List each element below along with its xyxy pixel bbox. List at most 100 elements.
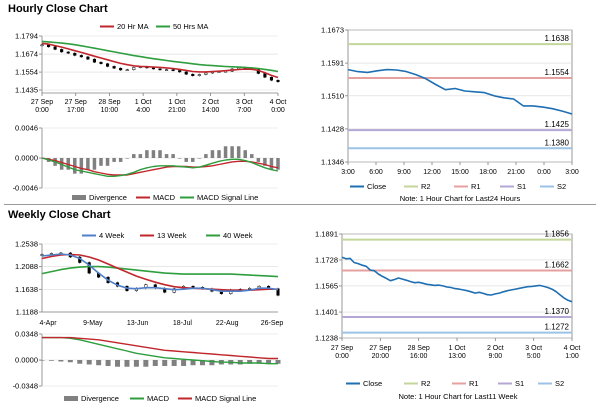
divergence-bar: [199, 360, 205, 366]
divergence-bar: [263, 158, 267, 166]
divergence-bar: [151, 150, 156, 158]
x-tick-label: 13-Jun: [127, 320, 149, 327]
price-candle: [184, 71, 188, 75]
weekly-section-title: Weekly Close Chart: [8, 209, 111, 221]
divergence-bar: [92, 158, 97, 170]
divergence-bar: [132, 154, 136, 158]
price-candle: [158, 68, 162, 71]
divergence-bar: [275, 360, 281, 364]
pivot-s1-label: 1.1370: [545, 307, 570, 316]
x-tick-label: 13:00: [448, 353, 466, 360]
price-candle: [178, 70, 182, 73]
pivot-r2-label: 1.1638: [545, 34, 570, 43]
ma-4w-line: [41, 253, 279, 293]
x-tick-label: 12:00: [423, 169, 441, 176]
price-candle: [79, 55, 83, 58]
divergence-bar: [164, 154, 169, 158]
legend-40-week: 40 Week: [223, 231, 253, 240]
legend-macd-signal: MACD Signal Line: [195, 394, 256, 403]
divergence-bar: [67, 360, 73, 363]
x-tick-label: 9-May: [83, 320, 103, 327]
weekly-candle: [191, 285, 195, 288]
y-tick-label: 1.1794: [15, 32, 38, 41]
x-tick-label: 21:00: [507, 169, 525, 176]
price-candle: [263, 73, 267, 78]
divergence-bar: [145, 150, 149, 158]
divergence-bar: [217, 150, 221, 158]
price-candle: [47, 44, 51, 48]
x-tick-label: 4 Oct: [564, 345, 581, 352]
y-tick-label: 0.0000: [15, 154, 38, 163]
price-candle: [197, 74, 201, 76]
divergence-bar: [197, 158, 202, 159]
divergence-bar: [171, 154, 175, 158]
x-tick-label: 9:00: [397, 169, 411, 176]
legend-s1: S1: [515, 379, 524, 388]
price-candle: [53, 46, 57, 50]
price-candle: [119, 67, 123, 71]
x-tick-label: 26-Sep: [261, 320, 284, 327]
x-tick-label: 14:00: [202, 107, 220, 114]
y-tick-label: 1.1565: [315, 281, 338, 290]
legend-20hr-ma: 20 Hr MA: [117, 22, 149, 31]
x-tick-label: 16:00: [410, 353, 428, 360]
divergence-bar: [58, 360, 64, 362]
y-tick-label: -0.0046: [13, 184, 38, 193]
x-tick-label: 2 Oct: [487, 345, 504, 352]
divergence-bar: [77, 360, 83, 364]
y-tick-label: 1.1674: [15, 50, 38, 59]
x-tick-label: 3:00: [341, 169, 355, 176]
x-tick-label: 18:00: [479, 169, 497, 176]
y-tick-label: 1.1238: [315, 334, 338, 343]
price-candle: [151, 67, 155, 70]
legend-macd: MACD: [153, 193, 176, 202]
divergence-bar: [112, 158, 116, 162]
divergence-bar: [125, 158, 129, 159]
legend-50hrs-ma: 50 Hrs MA: [173, 22, 208, 31]
x-tick-label: 28 Sep: [408, 345, 430, 352]
hourly-section-title: Hourly Close Chart: [8, 3, 108, 15]
chart-note: Note: 1 Hour Chart for Last24 Hours: [400, 194, 521, 203]
pivot-s1-label: 1.1425: [545, 120, 570, 129]
x-tick-label: 4 Oct: [270, 99, 287, 106]
price-candle: [204, 72, 208, 75]
x-tick-label: 1:00: [565, 353, 579, 360]
divergence-bar: [86, 158, 90, 170]
x-tick-label: 27 Sep: [65, 99, 87, 106]
y-tick-label: -0.0348: [13, 382, 38, 391]
macd-signal-line: [42, 336, 278, 360]
divergence-bar: [266, 360, 272, 364]
y-tick-label: 1.1346: [321, 158, 344, 167]
x-tick-label: 27 Sep: [331, 345, 353, 352]
legend-macd-signal: MACD Signal Line: [197, 193, 258, 202]
legend-r2: R2: [421, 182, 431, 191]
divergence-bar: [190, 360, 196, 366]
section-divider: [4, 204, 596, 205]
legend-s2: S2: [555, 379, 564, 388]
ma-13w-line: [41, 253, 278, 292]
price-candle: [86, 56, 90, 60]
y-tick-label: 0.0348: [15, 330, 38, 339]
x-tick-label: 0:00: [537, 169, 551, 176]
y-tick-label: 1.1428: [321, 124, 344, 133]
legend-s1: S1: [517, 182, 526, 191]
legend-4-week: 4 Week: [99, 231, 125, 240]
pivot-r1-label: 1.1662: [545, 260, 570, 269]
divergence-bar: [236, 146, 241, 158]
y-tick-label: 1.1638: [15, 285, 38, 294]
ma-50h-line: [41, 40, 279, 73]
divergence-bar: [250, 154, 254, 158]
divergence-bar: [269, 158, 274, 170]
price-candle: [99, 61, 103, 64]
price-candle: [171, 69, 175, 71]
price-candle: [60, 49, 64, 53]
y-tick-label: 0.0000: [15, 356, 38, 365]
ma-20h-line: [41, 42, 279, 79]
divergence-bar: [276, 158, 280, 170]
price-candle: [276, 79, 280, 82]
x-tick-label: 3 Oct: [236, 99, 253, 106]
divergence-bar: [138, 154, 143, 158]
x-tick-label: 17:00: [67, 107, 85, 114]
price-candle: [132, 67, 136, 70]
